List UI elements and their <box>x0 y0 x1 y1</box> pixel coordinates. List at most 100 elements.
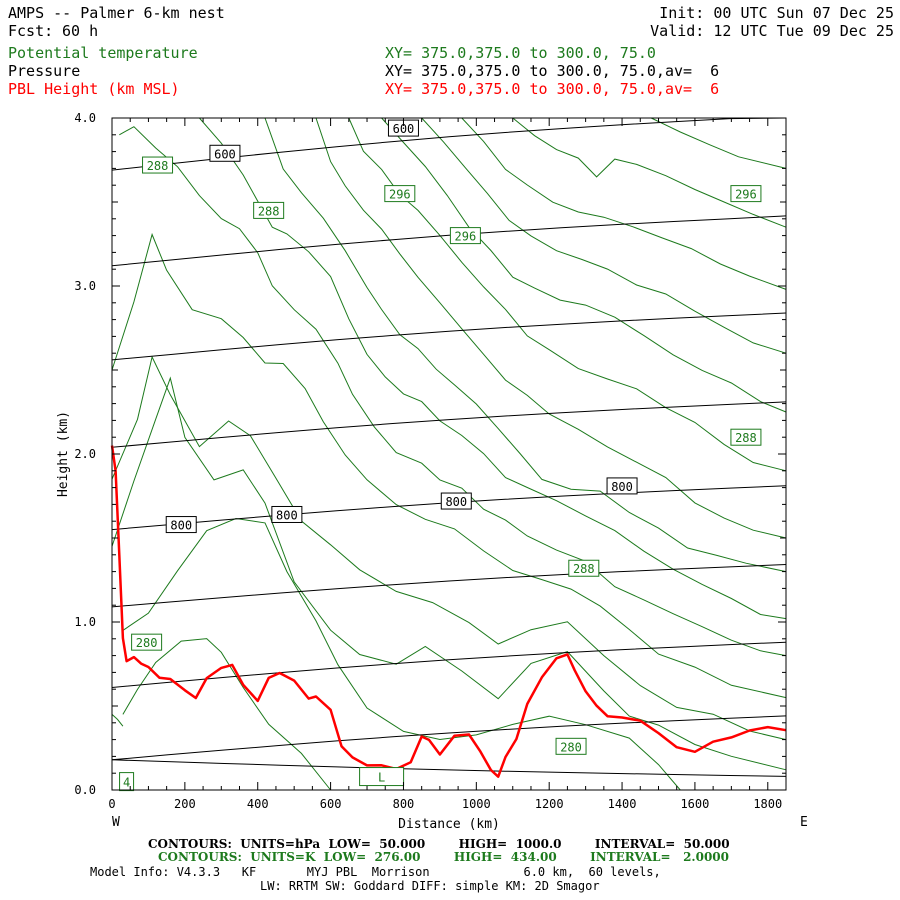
footer-pressure-contours: CONTOURS: UNITS=hPa LOW= 50.000 HIGH= 10… <box>148 837 730 851</box>
init-time: Init: 00 UTC Sun 07 Dec 25 <box>659 4 894 22</box>
west-label: W <box>112 815 120 830</box>
pbl-height-line <box>110 445 787 778</box>
pressure-label-text: 800 <box>445 495 467 509</box>
legend-theta-name: Potential temperature <box>8 44 198 62</box>
pressure-label-1: 800 <box>271 505 303 523</box>
pressure-contour-850 <box>111 564 787 608</box>
theta-label-box <box>555 737 587 755</box>
theta-label-box <box>568 559 600 577</box>
pressure-contour-750 <box>111 401 787 448</box>
plot-frame <box>111 117 787 791</box>
x-tick-label: 1600 <box>680 797 709 811</box>
theta-contour-15 <box>650 117 787 169</box>
theta-label-6: 288 <box>568 559 600 577</box>
theta-label-text: 288 <box>258 204 280 218</box>
theta-contour-6 <box>119 126 787 657</box>
pressure-label-box <box>606 477 638 495</box>
theta-contour-3 <box>111 376 787 771</box>
legend-pbl-name: PBL Height (km MSL) <box>8 80 180 98</box>
pressure-label-text: 800 <box>276 508 298 522</box>
theta-label-box <box>384 185 416 203</box>
theta-contour-14 <box>512 117 787 228</box>
theta-contour-1 <box>122 638 331 791</box>
pressure-label-2: 800 <box>440 492 472 510</box>
x-tick-label: 600 <box>320 797 342 811</box>
theta-contour-12 <box>421 117 787 354</box>
pressure-label-box <box>440 492 472 510</box>
theta-label-text: 296 <box>455 230 477 244</box>
theta-label-2: 296 <box>384 185 416 203</box>
y-tick-label: 2.0 <box>74 447 96 461</box>
footer-physics-info: LW: RRTM SW: Goddard DIFF: simple KM: 2D… <box>260 879 600 893</box>
pressure-contour-650 <box>111 215 787 267</box>
theta-label-4: 296 <box>730 185 762 203</box>
pressure-label-box <box>271 505 303 523</box>
theta-label-box <box>730 428 762 446</box>
box-label-1: 4 <box>119 772 135 792</box>
forecast-label: Fcst: <box>8 22 54 40</box>
theta-contour-8 <box>264 117 787 573</box>
box-label-text: L <box>378 771 385 785</box>
theta-label-7: 280 <box>131 633 163 651</box>
x-tick-label: 0 <box>108 797 115 811</box>
theta-contour-10 <box>348 117 787 472</box>
y-tick-label: 1.0 <box>74 615 96 629</box>
theta-label-text: 296 <box>735 188 757 202</box>
pressure-label-text: 800 <box>170 519 192 533</box>
theta-label-text: 280 <box>560 740 582 754</box>
y-tick-label: 3.0 <box>74 279 96 293</box>
x-tick-label: 1800 <box>753 797 782 811</box>
theta-contour-9 <box>315 117 787 539</box>
theta-label-0: 288 <box>142 156 174 174</box>
x-tick-label: 200 <box>174 797 196 811</box>
x-tick-label: 1000 <box>462 797 491 811</box>
valid-time: Valid: 12 UTC Tue 09 Dec 25 <box>650 22 894 40</box>
legend-pressure-xy: XY= 375.0,375.0 to 300.0, 75.0,av= 6 <box>385 62 720 80</box>
footer-model-info: Model Info: V4.3.3 KF MYJ PBL Morrison 6… <box>90 865 661 879</box>
theta-contour-4 <box>111 355 787 741</box>
pressure-label-0: 800 <box>165 516 197 534</box>
box-label-frame <box>359 767 405 787</box>
theta-contour-5 <box>111 232 787 699</box>
theta-label-box <box>253 201 285 219</box>
axes: 0 200 400 600 800 1000 1200 1400 1600 1800 0.0 1.0 2… <box>74 111 786 811</box>
pressure-contour-900 <box>111 641 787 688</box>
pressure-label-5: 600 <box>387 119 419 137</box>
pressure-contour-950 <box>111 715 787 761</box>
pressure-label-4: 600 <box>209 144 241 162</box>
legend-theta-xy: XY= 375.0,375.0 to 300.0, 75.0 <box>385 44 656 62</box>
theta-label-box <box>449 227 481 245</box>
x-axis-label: Distance (km) <box>398 817 500 832</box>
y-tick-label: 4.0 <box>74 111 96 125</box>
box-label-text: 4 <box>123 776 130 790</box>
box-label-0: L <box>359 767 405 787</box>
x-tick-label: 800 <box>393 797 415 811</box>
pressure-label-box <box>209 144 241 162</box>
theta-label-box <box>730 185 762 203</box>
theta-label-text: 288 <box>147 159 169 173</box>
x-tick-label: 400 <box>247 797 269 811</box>
y-axis-label: Height (km) <box>56 411 71 497</box>
pressure-contour-600 <box>111 117 787 171</box>
pressure-contour-1000 <box>111 759 787 777</box>
theta-label-text: 288 <box>735 431 757 445</box>
theta-label-text: 288 <box>573 562 595 576</box>
east-label: E <box>800 815 808 830</box>
theta-contour-0 <box>111 714 124 727</box>
theta-label-5: 288 <box>730 428 762 446</box>
theta-label-3: 296 <box>449 227 481 245</box>
theta-contours <box>111 117 787 791</box>
pressure-label-text: 600 <box>393 122 415 136</box>
theta-label-text: 280 <box>136 636 158 650</box>
pressure-contours <box>111 117 787 777</box>
pressure-label-3: 800 <box>606 477 638 495</box>
theta-label-8: 280 <box>555 737 587 755</box>
theta-contour-2 <box>122 517 681 791</box>
contour-labels: 800 800 800 800 600 600 288 288 296 296 296 288 288 2… <box>119 119 762 792</box>
theta-label-box <box>131 633 163 651</box>
theta-label-box <box>142 156 174 174</box>
pressure-label-box <box>165 516 197 534</box>
forecast-hour: 60 h <box>62 22 99 40</box>
legend-pbl-xy: XY= 375.0,375.0 to 300.0, 75.0,av= 6 <box>385 80 720 98</box>
